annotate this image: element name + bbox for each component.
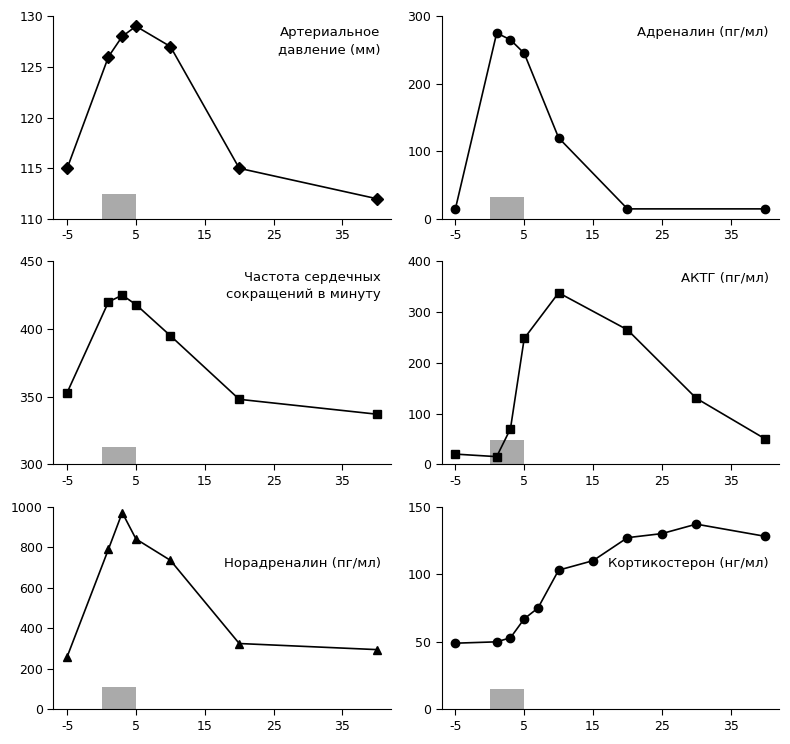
Text: Кортикостерон (нг/мл): Кортикостерон (нг/мл) xyxy=(608,557,769,571)
Bar xyxy=(490,197,525,219)
Text: Адреналин (пг/мл): Адреналин (пг/мл) xyxy=(638,26,769,39)
Text: Артериальное
давление (мм): Артериальное давление (мм) xyxy=(278,26,381,57)
Text: Норадреналин (пг/мл): Норадреналин (пг/мл) xyxy=(224,557,381,571)
Bar xyxy=(102,446,136,464)
Bar xyxy=(102,687,136,710)
Bar xyxy=(490,440,525,464)
Text: АКТГ (пг/мл): АКТГ (пг/мл) xyxy=(681,272,769,284)
Text: Частота сердечных
сокращений в минуту: Частота сердечных сокращений в минуту xyxy=(226,272,381,301)
Bar xyxy=(490,689,525,710)
Bar xyxy=(102,193,136,219)
